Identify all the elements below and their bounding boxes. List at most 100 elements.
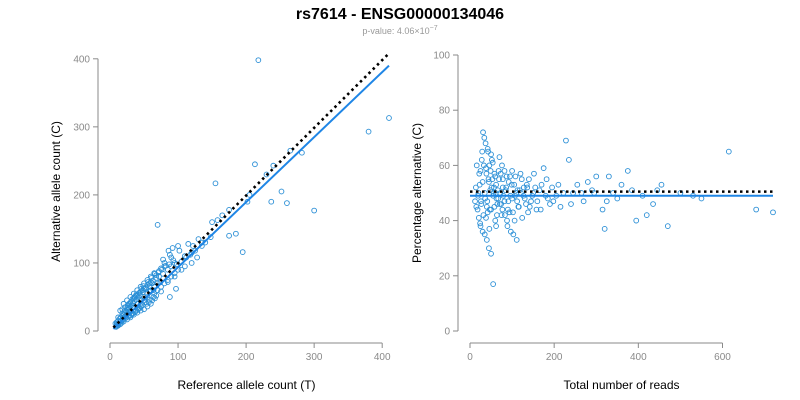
data-point bbox=[473, 203, 480, 210]
x-tick-label: 0 bbox=[107, 352, 113, 363]
data-point bbox=[182, 253, 188, 259]
data-point bbox=[502, 187, 509, 194]
x-tick-label: 600 bbox=[714, 352, 731, 363]
data-point bbox=[491, 203, 498, 210]
data-point bbox=[664, 223, 671, 229]
data-point bbox=[150, 287, 157, 294]
data-point bbox=[476, 170, 483, 177]
data-point bbox=[606, 173, 612, 180]
data-point bbox=[287, 147, 294, 154]
data-point bbox=[484, 145, 491, 152]
data-point bbox=[173, 261, 180, 268]
data-point bbox=[160, 256, 166, 263]
data-point bbox=[505, 198, 512, 205]
y-tick-label: 400 bbox=[73, 54, 90, 65]
page-title: rs7614 - ENSG00000134046 bbox=[295, 6, 505, 23]
x-tick-label: 400 bbox=[630, 352, 647, 363]
data-point bbox=[488, 151, 494, 158]
x-axis-title: Reference allele count (T) bbox=[177, 378, 315, 392]
data-point bbox=[164, 279, 171, 285]
data-point bbox=[499, 184, 506, 191]
data-point bbox=[167, 294, 173, 300]
data-point bbox=[139, 287, 146, 294]
data-point bbox=[528, 198, 534, 205]
data-point bbox=[505, 179, 512, 185]
data-point bbox=[494, 212, 500, 218]
data-point bbox=[481, 134, 488, 141]
data-point bbox=[658, 181, 665, 188]
data-point bbox=[126, 301, 133, 308]
data-point bbox=[478, 198, 484, 205]
data-point bbox=[488, 250, 494, 257]
data-point bbox=[188, 260, 195, 266]
data-point bbox=[499, 176, 506, 183]
page-subtitle: p-value: 4.06×10−7 bbox=[0, 25, 800, 36]
data-point bbox=[509, 168, 515, 174]
data-point bbox=[491, 170, 498, 177]
y-tick-label: 80 bbox=[439, 106, 451, 117]
data-point bbox=[489, 157, 495, 163]
data-point bbox=[650, 201, 656, 207]
data-point bbox=[252, 161, 258, 168]
data-point bbox=[154, 221, 161, 228]
data-point bbox=[624, 168, 631, 174]
data-point bbox=[138, 303, 145, 310]
data-point bbox=[538, 181, 545, 188]
data-point bbox=[474, 206, 481, 213]
data-point bbox=[212, 180, 219, 187]
data-point bbox=[162, 262, 169, 269]
data-point bbox=[473, 184, 479, 191]
data-point bbox=[214, 217, 221, 223]
data-point bbox=[481, 162, 487, 169]
data-point bbox=[152, 270, 158, 277]
data-point bbox=[478, 157, 485, 163]
data-point bbox=[536, 187, 543, 194]
data-point bbox=[511, 181, 518, 188]
data-point bbox=[489, 159, 496, 166]
subtitle-exponent: −7 bbox=[429, 25, 438, 32]
data-point bbox=[255, 57, 262, 64]
x-tick-label: 400 bbox=[374, 352, 391, 363]
data-point bbox=[209, 219, 215, 225]
data-point bbox=[148, 275, 155, 281]
data-point bbox=[166, 261, 173, 268]
data-point bbox=[484, 198, 491, 205]
data-point bbox=[483, 170, 490, 177]
data-point bbox=[525, 209, 531, 216]
data-point bbox=[526, 203, 533, 210]
data-point bbox=[503, 173, 510, 180]
data-point bbox=[499, 206, 506, 213]
data-point bbox=[192, 247, 198, 254]
data-point bbox=[502, 212, 508, 218]
data-point bbox=[593, 173, 600, 180]
data-point bbox=[143, 300, 150, 307]
data-point bbox=[284, 200, 290, 206]
data-point bbox=[618, 181, 625, 188]
y-tick-label: 200 bbox=[73, 190, 90, 201]
data-point bbox=[504, 223, 511, 229]
data-point bbox=[584, 179, 591, 185]
data-point bbox=[496, 176, 502, 183]
x-axis-title: Total number of reads bbox=[563, 378, 679, 392]
data-point bbox=[523, 181, 530, 188]
data-point bbox=[158, 288, 164, 295]
x-tick-label: 0 bbox=[467, 352, 473, 363]
data-point bbox=[485, 176, 492, 183]
data-point bbox=[770, 209, 776, 216]
data-point bbox=[499, 162, 505, 169]
data-point bbox=[482, 140, 489, 147]
data-point bbox=[299, 149, 305, 156]
y-axis-title: Percentage alternative (C) bbox=[410, 123, 424, 263]
data-point bbox=[169, 245, 176, 251]
data-point bbox=[496, 154, 503, 160]
data-point bbox=[226, 232, 232, 239]
data-point bbox=[476, 181, 483, 188]
data-point bbox=[505, 206, 511, 213]
subtitle-base: 10 bbox=[419, 26, 430, 36]
data-point bbox=[479, 228, 486, 235]
data-point bbox=[633, 217, 640, 224]
data-point bbox=[643, 212, 650, 218]
data-point bbox=[492, 173, 499, 180]
left-panel-allele-counts: 0 100 200 300 400 0 100 200 300 400 Reference alle… bbox=[49, 52, 392, 392]
